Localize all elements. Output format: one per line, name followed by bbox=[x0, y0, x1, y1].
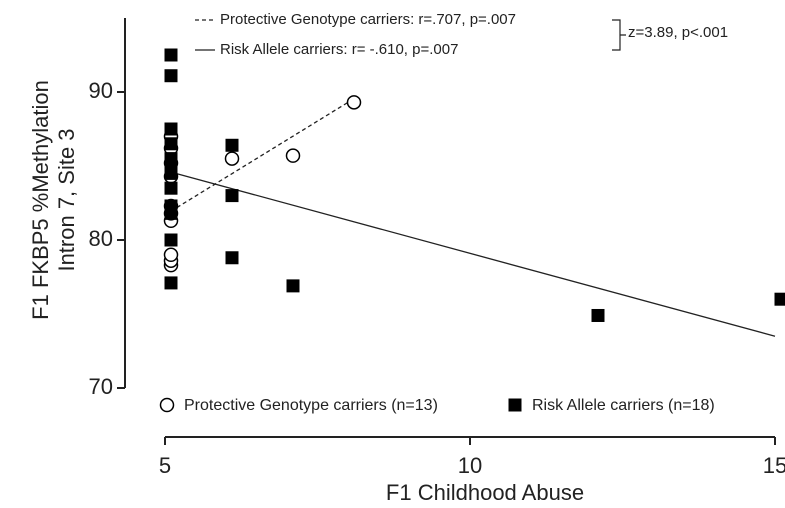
y-axis-label: F1 FKBP5 %Methylation bbox=[28, 80, 53, 320]
comparison-label: z=3.89, p<.001 bbox=[628, 24, 728, 41]
y-tick-label: 90 bbox=[89, 78, 113, 103]
legend-label: Risk Allele carriers (n=18) bbox=[532, 397, 715, 414]
legend-marker bbox=[508, 398, 522, 412]
x-axis-label: F1 Childhood Abuse bbox=[386, 480, 584, 505]
marker bbox=[286, 279, 300, 293]
marker bbox=[225, 189, 239, 203]
marker bbox=[164, 166, 178, 180]
bracket bbox=[612, 19, 626, 51]
fit-line bbox=[164, 101, 349, 216]
marker bbox=[285, 148, 301, 163]
legend-label: Protective Genotype carriers: r=.707, p=… bbox=[220, 11, 516, 28]
marker bbox=[225, 138, 239, 152]
marker bbox=[774, 292, 785, 306]
marker bbox=[224, 151, 240, 166]
marker bbox=[164, 122, 178, 136]
marker bbox=[164, 206, 178, 220]
marker bbox=[225, 251, 239, 265]
fit-line bbox=[164, 169, 776, 337]
marker bbox=[591, 308, 605, 322]
legend-marker bbox=[159, 397, 175, 413]
marker bbox=[164, 69, 178, 83]
x-tick-label: 10 bbox=[458, 453, 482, 478]
legend-label: Risk Allele carriers: r= -.610, p=.007 bbox=[220, 41, 458, 58]
y-tick-label: 80 bbox=[89, 226, 113, 251]
marker bbox=[164, 181, 178, 195]
marker bbox=[164, 137, 178, 151]
marker bbox=[164, 233, 178, 247]
x-tick-label: 5 bbox=[159, 453, 171, 478]
marker bbox=[164, 48, 178, 62]
x-tick-label: 15 bbox=[763, 453, 785, 478]
marker bbox=[346, 95, 362, 110]
legend-label: Protective Genotype carriers (n=13) bbox=[184, 397, 438, 414]
marker bbox=[164, 276, 178, 290]
marker bbox=[163, 247, 179, 263]
y-tick-label: 70 bbox=[89, 374, 113, 399]
y-axis-label: Intron 7, Site 3 bbox=[54, 128, 79, 271]
